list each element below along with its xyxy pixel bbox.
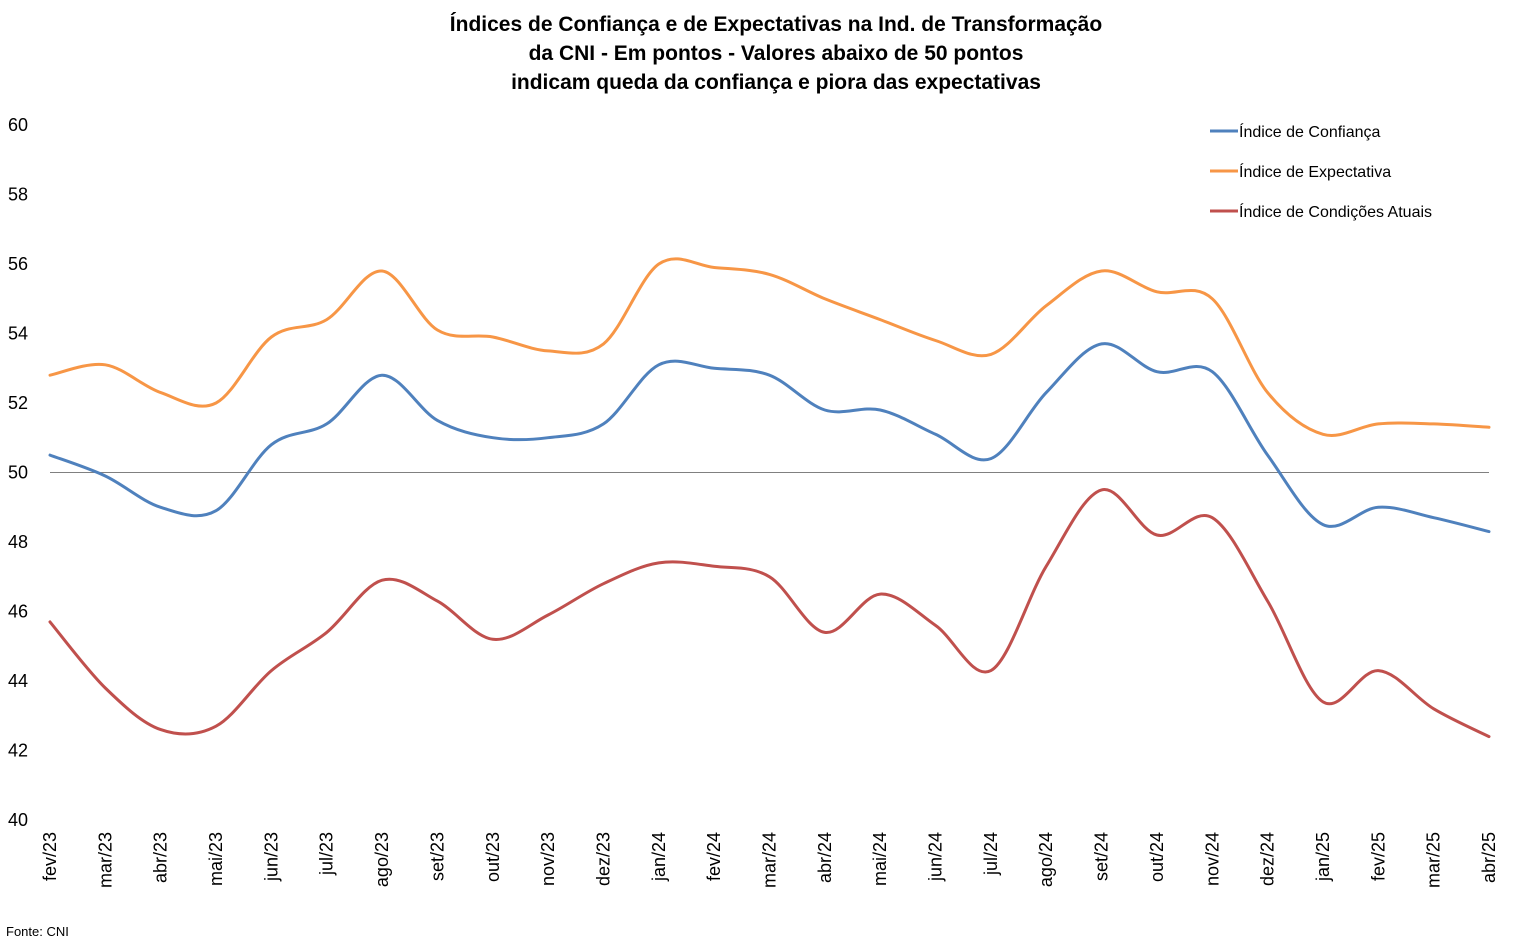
x-tick-label: jul/24 <box>981 832 1001 876</box>
chart-title-line: da CNI - Em pontos - Valores abaixo de 5… <box>529 42 1024 65</box>
x-tick-label: ago/24 <box>1036 832 1056 887</box>
x-tick-label: dez/24 <box>1258 832 1278 886</box>
x-tick-label: fev/23 <box>40 832 60 881</box>
x-tick-label: nov/23 <box>538 832 558 886</box>
x-tick-label: fev/25 <box>1368 832 1388 881</box>
legend-label: Índice de Confiança <box>1239 122 1381 141</box>
x-tick-label: nov/24 <box>1202 832 1222 886</box>
y-axis-ticks: 40 42 44 46 48 50 52 54 56 58 60 <box>8 115 28 830</box>
y-tick-label: 46 <box>8 602 28 622</box>
series-line-3 <box>48 488 1491 739</box>
x-tick-label: set/24 <box>1092 832 1112 881</box>
x-tick-label: jan/25 <box>1313 832 1333 882</box>
x-tick-label: abr/25 <box>1479 832 1499 883</box>
x-tick-label: mar/25 <box>1424 832 1444 888</box>
y-tick-label: 60 <box>8 115 28 135</box>
x-tick-label: abr/23 <box>151 832 171 883</box>
y-tick-label: 40 <box>8 810 28 830</box>
x-tick-label: out/24 <box>1147 832 1167 882</box>
y-tick-label: 54 <box>8 324 28 344</box>
x-tick-label: set/23 <box>427 832 447 881</box>
y-tick-label: 52 <box>8 393 28 413</box>
x-tick-label: mai/23 <box>206 832 226 886</box>
y-tick-label: 56 <box>8 254 28 274</box>
x-tick-label: fev/24 <box>704 832 724 881</box>
series-lines <box>48 257 1491 739</box>
source-note: Fonte: CNI <box>6 924 69 939</box>
chart-title-line: Índices de Confiança e de Expectativas n… <box>450 13 1102 36</box>
chart-title-line: indicam queda da confiança e piora das e… <box>511 71 1041 94</box>
y-tick-label: 58 <box>8 185 28 205</box>
x-tick-label: jun/24 <box>926 832 946 882</box>
legend-label: Índice de Condições Atuais <box>1239 202 1432 221</box>
x-tick-label: jan/24 <box>649 832 669 882</box>
y-tick-label: 42 <box>8 741 28 761</box>
legend-label: Índice de Expectativa <box>1239 162 1391 181</box>
x-tick-label: ago/23 <box>372 832 392 887</box>
x-tick-label: out/23 <box>483 832 503 882</box>
x-tick-label: jun/23 <box>261 832 281 882</box>
y-tick-label: 50 <box>8 463 28 483</box>
series-line-1 <box>48 342 1491 534</box>
x-tick-label: mar/23 <box>95 832 115 888</box>
x-tick-label: dez/23 <box>593 832 613 886</box>
series-line-2 <box>48 257 1491 437</box>
y-tick-label: 44 <box>8 671 28 691</box>
x-tick-label: jul/23 <box>317 832 337 876</box>
x-tick-label: mar/24 <box>760 832 780 888</box>
x-tick-label: mai/24 <box>870 832 890 886</box>
x-axis-ticks: fev/23 mar/23 abr/23 mai/23 jun/23 jul/23 ago/… <box>40 832 1499 888</box>
legend: Índice de Confiança Índice de Expectativa… <box>1210 122 1432 221</box>
x-tick-label: abr/24 <box>815 832 835 883</box>
chart-title: Índices de Confiança e de Expectativas n… <box>450 13 1102 94</box>
y-tick-label: 48 <box>8 532 28 552</box>
